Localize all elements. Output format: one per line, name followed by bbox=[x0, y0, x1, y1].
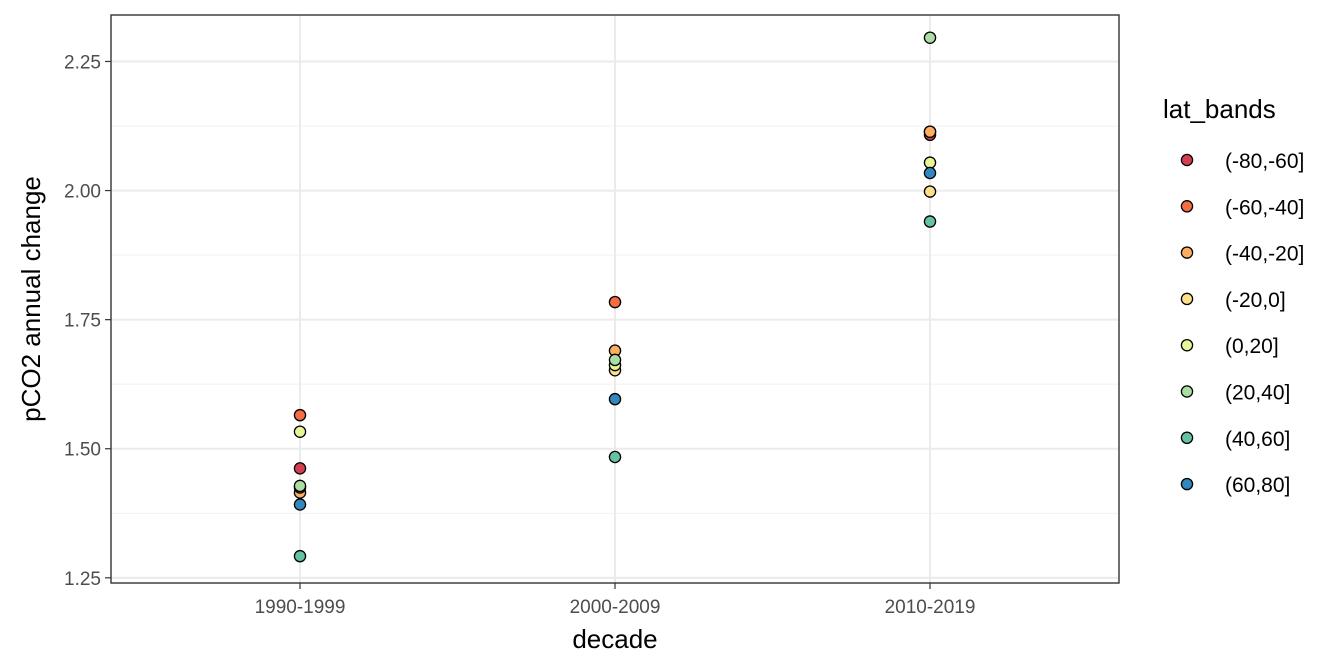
x-axis-title: decade bbox=[572, 624, 657, 654]
data-point bbox=[923, 166, 937, 180]
legend: lat_bands (-80,-60] (-60,-40] (-40,-20] (-2… bbox=[1163, 94, 1304, 497]
data-point bbox=[293, 479, 307, 493]
legend-key bbox=[1180, 153, 1194, 167]
data-point bbox=[608, 295, 622, 309]
data-point bbox=[923, 215, 937, 228]
legend-label: (-80,-60] bbox=[1225, 150, 1304, 173]
legend-key bbox=[1180, 385, 1194, 398]
data-point bbox=[608, 450, 622, 464]
data-points bbox=[293, 31, 937, 563]
panel-border bbox=[110, 14, 1120, 584]
data-point bbox=[293, 498, 307, 511]
legend-label: (-60,-40] bbox=[1225, 196, 1304, 219]
data-point bbox=[923, 185, 937, 198]
legend-key bbox=[1180, 431, 1194, 445]
data-point bbox=[923, 156, 937, 169]
legend-key bbox=[1180, 338, 1194, 352]
legend-key bbox=[1180, 477, 1194, 491]
x-tick-label: 2000-2009 bbox=[570, 597, 661, 618]
data-point bbox=[923, 125, 937, 138]
y-axis: 1.25 1.50 1.75 2.00 2.25 bbox=[64, 52, 111, 590]
legend-key bbox=[1180, 246, 1194, 259]
y-tick-label: 1.50 bbox=[64, 440, 101, 461]
legend-key bbox=[1180, 292, 1194, 306]
legend-label: (20,40] bbox=[1225, 382, 1290, 405]
x-tick-label: 2010-2019 bbox=[885, 597, 976, 618]
data-point bbox=[608, 392, 622, 406]
legend-title: lat_bands bbox=[1163, 94, 1276, 124]
data-point bbox=[923, 31, 937, 44]
y-axis-title: pCO2 annual change bbox=[16, 176, 46, 422]
y-tick-label: 2.25 bbox=[64, 52, 101, 73]
data-point bbox=[293, 425, 307, 438]
data-point bbox=[293, 462, 307, 475]
legend-key bbox=[1180, 200, 1194, 213]
legend-label: (40,60] bbox=[1225, 428, 1290, 451]
legend-label: (-20,0] bbox=[1225, 289, 1286, 312]
y-tick-label: 1.25 bbox=[64, 569, 101, 590]
x-axis: 1990-1999 2000-2009 2010-2019 bbox=[255, 583, 976, 618]
legend-label: (0,20] bbox=[1225, 335, 1279, 358]
x-tick-label: 1990-1999 bbox=[255, 597, 346, 618]
data-point bbox=[293, 408, 307, 422]
data-point bbox=[608, 353, 622, 367]
y-tick-label: 1.75 bbox=[64, 311, 101, 332]
legend-label: (-40,-20] bbox=[1225, 243, 1304, 266]
data-point bbox=[293, 549, 307, 563]
legend-label: (60,80] bbox=[1225, 474, 1290, 497]
y-tick-label: 2.00 bbox=[64, 182, 101, 203]
